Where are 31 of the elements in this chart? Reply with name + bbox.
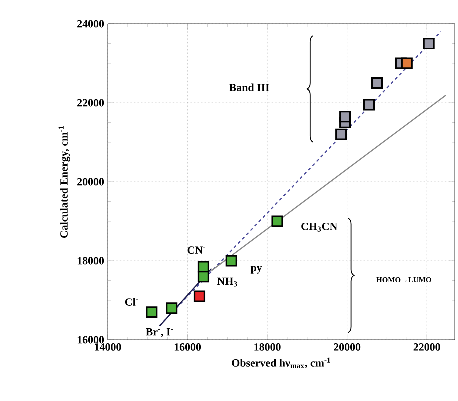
point bbox=[423, 38, 435, 50]
x-tick-label: 16000 bbox=[174, 344, 202, 351]
point bbox=[272, 216, 284, 228]
annotation: CH$_{3}$CN bbox=[302, 222, 338, 232]
annotation: CN$^{-}$ bbox=[188, 246, 206, 254]
point bbox=[166, 302, 178, 314]
annotation: NH$_{3}$ bbox=[217, 278, 238, 287]
y-tick-label: 24000 bbox=[78, 20, 104, 28]
point bbox=[336, 128, 348, 140]
y-axis-title: Calculated Energy, cm$^{-1}$ bbox=[58, 126, 70, 238]
annotation: Br$^{-}$, I$^{-}$ bbox=[146, 328, 174, 338]
point bbox=[363, 99, 376, 111]
x-tick-label: 20000 bbox=[334, 344, 361, 351]
x-tick-label: 18000 bbox=[254, 344, 281, 351]
y-tick-label: 16000 bbox=[78, 336, 104, 344]
point bbox=[198, 271, 210, 283]
y-tick-label: 18000 bbox=[78, 257, 104, 265]
x-tick-label: 14000 bbox=[95, 344, 122, 351]
x-axis-title: Observed hν$_{max}$, cm$^{-1}$ bbox=[232, 358, 330, 368]
point bbox=[194, 290, 206, 302]
point bbox=[226, 255, 238, 267]
point bbox=[340, 111, 352, 123]
x-tick-label: 22000 bbox=[414, 344, 440, 351]
y-tick-label: 20000 bbox=[78, 178, 104, 186]
y-tick-label: 22000 bbox=[78, 99, 104, 107]
point bbox=[146, 306, 158, 318]
point bbox=[401, 58, 413, 70]
annotation: Band III bbox=[230, 84, 270, 92]
annotation: Cl$^{-}$ bbox=[125, 298, 138, 306]
annotation: py bbox=[250, 266, 262, 274]
point bbox=[371, 77, 384, 90]
